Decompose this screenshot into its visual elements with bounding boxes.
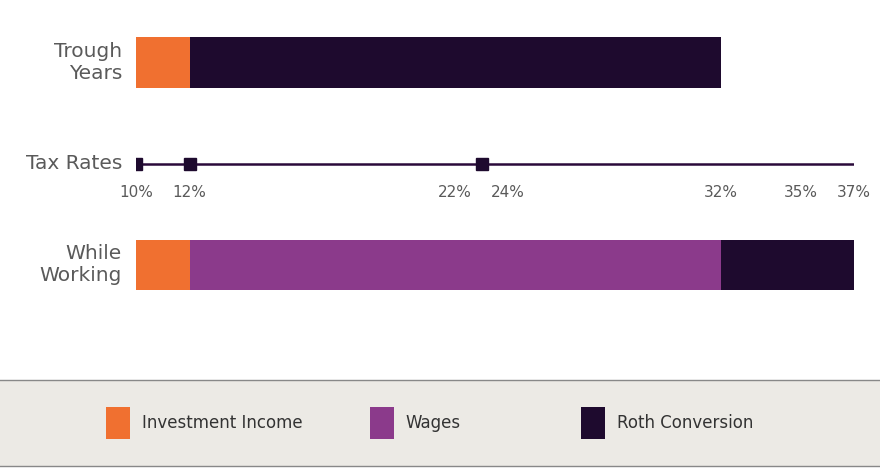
- Text: 12%: 12%: [172, 185, 207, 200]
- Text: 22%: 22%: [438, 185, 472, 200]
- Text: 35%: 35%: [783, 185, 818, 200]
- Bar: [189, 240, 721, 290]
- Bar: [136, 38, 189, 87]
- FancyBboxPatch shape: [370, 407, 394, 439]
- Text: Trough
Years: Trough Years: [54, 42, 122, 83]
- Text: 32%: 32%: [704, 185, 737, 200]
- FancyBboxPatch shape: [106, 407, 130, 439]
- Text: 37%: 37%: [837, 185, 870, 200]
- Text: Investment Income: Investment Income: [142, 414, 303, 432]
- Bar: [136, 240, 189, 290]
- Bar: [189, 38, 721, 87]
- Text: While
Working: While Working: [40, 245, 122, 285]
- Text: Tax Rates: Tax Rates: [26, 154, 122, 173]
- Text: Wages: Wages: [406, 414, 461, 432]
- Bar: [721, 240, 854, 290]
- Text: 10%: 10%: [120, 185, 153, 200]
- FancyBboxPatch shape: [581, 407, 605, 439]
- Text: 24%: 24%: [491, 185, 525, 200]
- Text: Roth Conversion: Roth Conversion: [617, 414, 753, 432]
